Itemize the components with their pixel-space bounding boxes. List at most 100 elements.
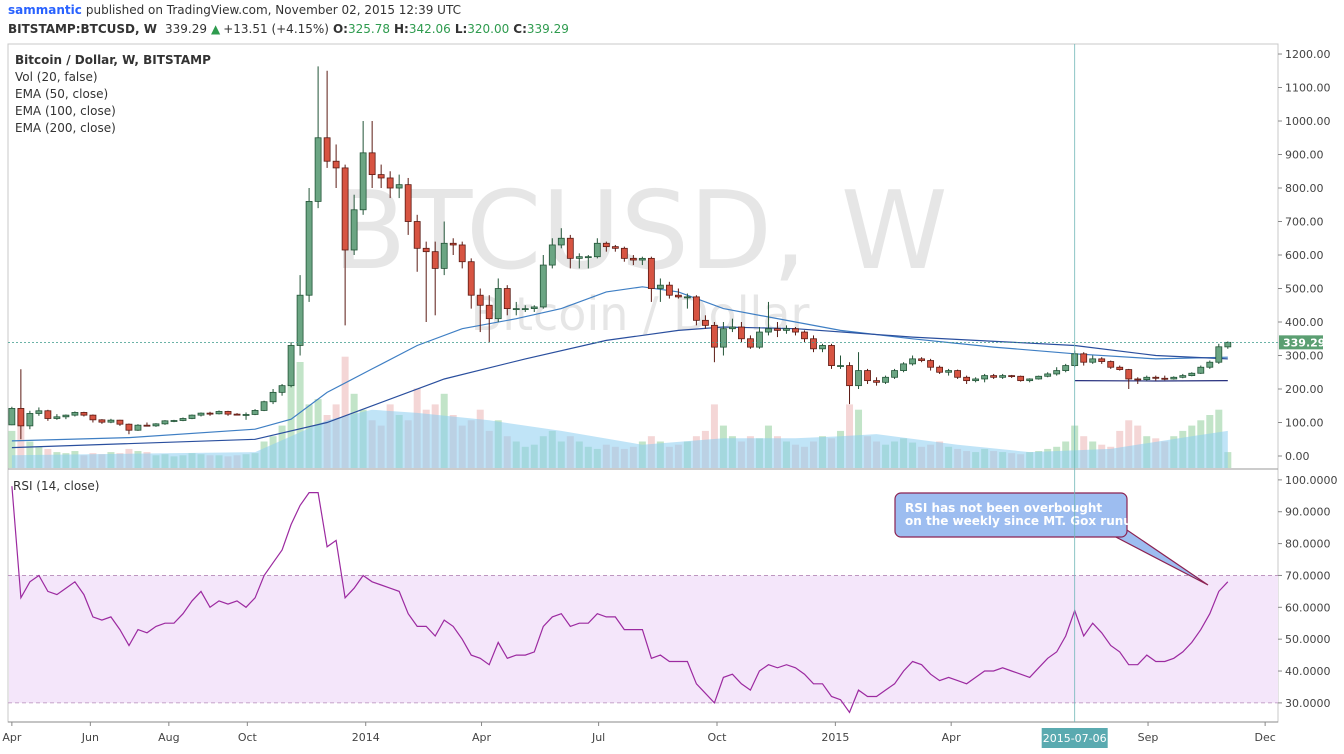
candle-body: [287, 345, 295, 387]
rsi-y-tick-label: 30.0000: [1285, 697, 1331, 710]
candle-body: [89, 414, 97, 421]
candle-body: [179, 418, 187, 421]
candle-body: [422, 247, 430, 253]
callout-text: on the weekly since MT. Gox runup: [905, 514, 1141, 528]
candle-body: [1125, 369, 1133, 380]
rsi-title: RSI (14, close): [13, 479, 99, 493]
candle-body: [602, 242, 610, 248]
candle-body: [873, 380, 880, 383]
rsi-line: [11, 486, 1229, 714]
candle-body: [359, 152, 367, 211]
last-price: 339.29: [165, 22, 207, 36]
x-tick-label: Oct: [238, 731, 258, 744]
candle-body: [611, 246, 619, 249]
change: +13.51 (+4.15%): [223, 22, 329, 36]
legend-entry: Vol (20, false): [15, 70, 98, 84]
candle-body: [936, 366, 943, 373]
crosshair-date-box: [1041, 728, 1108, 748]
callout-box: [894, 492, 1128, 538]
last-price-label: 339.29: [1283, 336, 1325, 349]
candle-body: [458, 244, 466, 263]
candle-body: [756, 331, 763, 348]
quote-line: BITSTAMP:BTCUSD, W 339.29 ▲ +13.51 (+4.15%)…: [8, 22, 569, 36]
candle-body: [521, 308, 529, 311]
candle-body: [107, 419, 115, 423]
volume-bar: [8, 430, 16, 468]
candle-body: [80, 412, 88, 416]
y-tick-label: 900.00: [1285, 149, 1324, 162]
candle-body: [440, 242, 448, 269]
candle-body: [242, 414, 250, 416]
candle-body: [1134, 378, 1142, 381]
candle-body: [512, 308, 520, 311]
header-line: sammantic published on TradingView.com, N…: [8, 3, 461, 17]
candle-body: [1053, 370, 1061, 375]
x-tick-label: Sep: [1138, 731, 1159, 744]
candle-body: [656, 284, 664, 289]
candle-body: [377, 174, 385, 179]
candle-body: [35, 410, 43, 414]
candle-body: [638, 257, 646, 261]
candle-body: [233, 413, 241, 416]
x-tick-label: 2015: [821, 731, 849, 744]
rsi-y-tick-label: 80.0000: [1285, 538, 1331, 551]
candle-body: [855, 370, 862, 387]
y-tick-label: 100.00: [1285, 417, 1324, 430]
rsi-y-tick-label: 100.0000: [1285, 474, 1338, 487]
volume-bar: [1224, 452, 1232, 468]
candle-body: [792, 328, 799, 333]
quote-label: C:: [513, 22, 527, 36]
candle-body: [593, 242, 601, 258]
quote-value: 339.29: [527, 22, 569, 36]
x-tick-label: Jul: [591, 731, 605, 744]
candle-body: [161, 420, 169, 425]
candle-body: [116, 419, 124, 425]
up-arrow: ▲: [211, 22, 221, 36]
y-tick-label: 1000.00: [1285, 115, 1331, 128]
rsi-y-tick-label: 70.0000: [1285, 569, 1331, 582]
volume-bar: [296, 362, 304, 468]
x-tick-label: 2014: [352, 731, 380, 744]
y-tick-label: 800.00: [1285, 182, 1324, 195]
quote-label: H:: [394, 22, 409, 36]
candle-body: [26, 413, 34, 427]
symbol: BITSTAMP:BTCUSD, W: [8, 22, 157, 36]
author-link[interactable]: sammantic: [8, 3, 82, 17]
candle-body: [71, 412, 79, 416]
candle-body: [909, 358, 916, 365]
x-tick-label: Apr: [472, 731, 492, 744]
volume-bar: [710, 404, 718, 468]
candle-body: [1017, 375, 1025, 382]
volume-bar: [1125, 420, 1133, 468]
callout-text: RSI has not been overbought: [905, 501, 1102, 515]
candle-body: [296, 294, 304, 346]
y-tick-label: 500.00: [1285, 283, 1324, 296]
y-tick-label: 400.00: [1285, 316, 1324, 329]
candle-body: [341, 167, 349, 251]
rsi-y-tick-label: 60.0000: [1285, 601, 1331, 614]
candle-body: [251, 410, 259, 415]
candle-body: [1161, 377, 1169, 380]
candle-body: [801, 331, 808, 340]
candle-body: [8, 408, 16, 426]
candle-body: [1035, 375, 1043, 380]
candle-body: [494, 288, 502, 320]
candle-body: [828, 345, 835, 366]
candle-body: [188, 414, 196, 419]
ema-line: [11, 326, 1228, 449]
crosshair-date: 2015-07-06: [1043, 732, 1107, 745]
candle-body: [314, 137, 322, 202]
quote-value: 325.78: [348, 22, 390, 36]
x-tick-label: Oct: [707, 731, 727, 744]
quote-value: 342.06: [409, 22, 451, 36]
rsi-y-tick-label: 50.0000: [1285, 633, 1331, 646]
candle-body: [215, 411, 223, 415]
candle-body: [999, 375, 1007, 378]
candle-body: [963, 376, 971, 382]
candle-body: [431, 251, 439, 269]
y-tick-label: 200.00: [1285, 383, 1324, 396]
candle-body: [44, 410, 52, 419]
candle-body: [846, 365, 853, 387]
candle-body: [278, 385, 286, 393]
candle-body: [1206, 361, 1214, 368]
